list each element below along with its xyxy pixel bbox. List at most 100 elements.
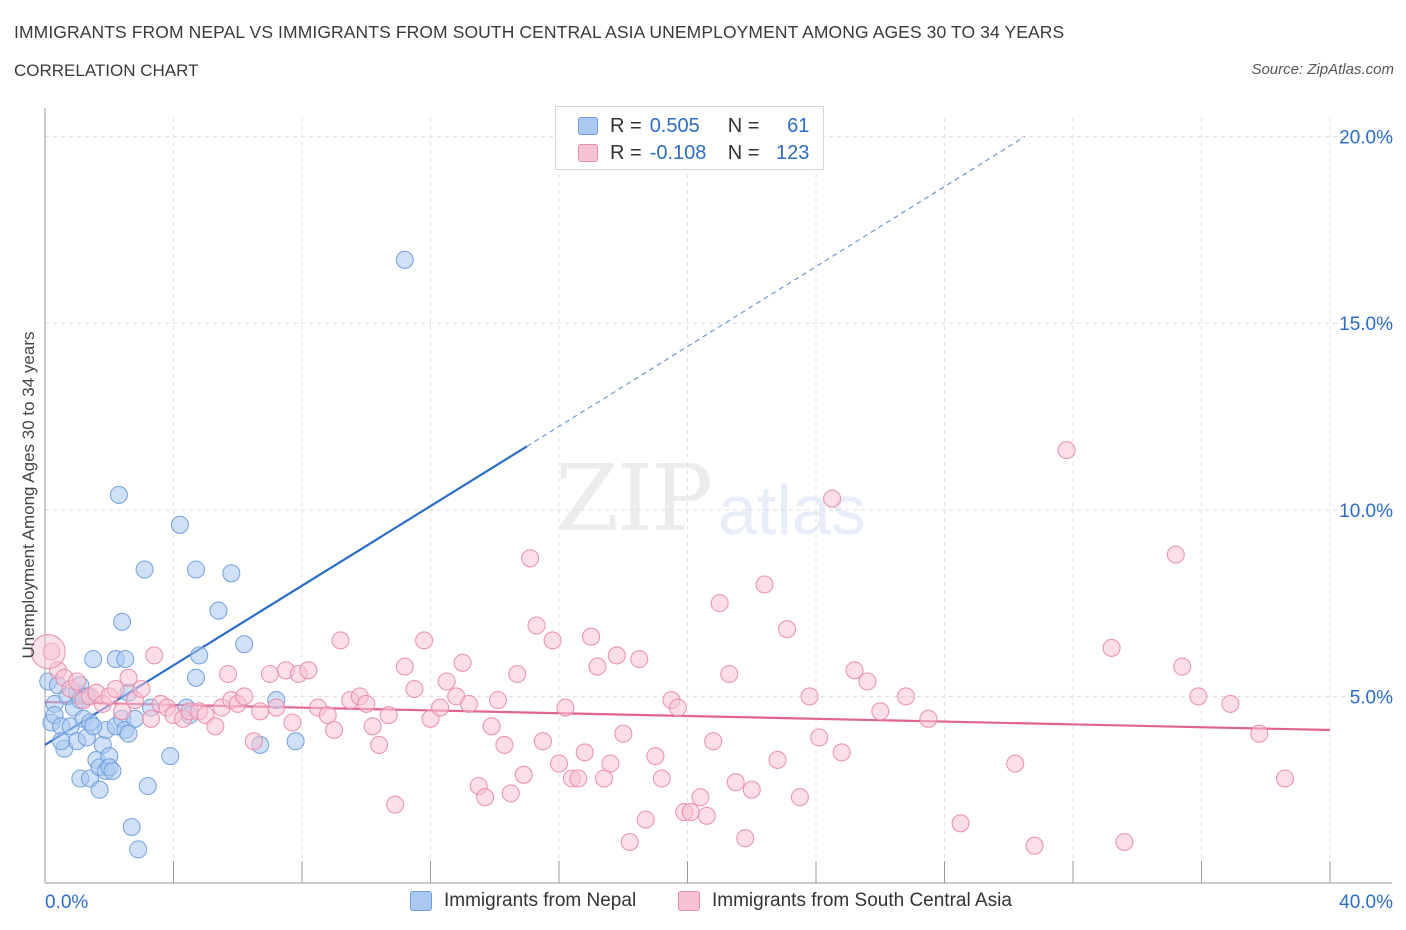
- data-point: [267, 698, 286, 717]
- data-point: [778, 620, 797, 639]
- data-point: [630, 650, 649, 669]
- legend-swatch-nepal: [578, 117, 598, 135]
- legend-r-value: 0.505: [649, 114, 700, 137]
- data-point: [697, 806, 716, 825]
- data-point: [569, 769, 588, 788]
- data-point: [588, 657, 607, 676]
- data-point: [145, 646, 164, 665]
- data-point: [405, 679, 424, 699]
- data-point: [736, 829, 755, 848]
- data-point: [286, 732, 305, 751]
- data-point: [495, 735, 514, 754]
- data-point: [742, 780, 761, 799]
- data-point: [556, 698, 575, 717]
- data-point: [113, 702, 132, 721]
- data-point: [858, 672, 877, 691]
- data-point: [601, 754, 620, 773]
- data-point: [1025, 836, 1044, 855]
- y-tick-label: 10.0%: [1339, 501, 1393, 522]
- data-point: [437, 672, 456, 691]
- y-tick-label: 20.0%: [1339, 128, 1393, 149]
- data-point: [84, 650, 103, 669]
- data-point: [501, 784, 520, 803]
- data-point: [488, 691, 508, 710]
- data-point: [90, 780, 109, 799]
- data-point: [325, 720, 344, 740]
- legend-row-nepal: R = 0.505 N = 61: [578, 113, 809, 139]
- data-point: [209, 601, 228, 620]
- data-point: [549, 754, 569, 773]
- legend-row-south-central-asia: R = -0.108 N = 123: [578, 140, 809, 166]
- data-point: [116, 650, 135, 669]
- data-point: [219, 664, 238, 684]
- data-point: [768, 750, 787, 769]
- x-tick-label: 0.0%: [45, 892, 88, 913]
- data-point: [1166, 545, 1185, 564]
- data-point: [395, 657, 414, 676]
- data-point: [607, 646, 626, 665]
- data-point: [113, 612, 132, 631]
- y-axis-title: Unemployment Among Ages 30 to 34 years: [19, 332, 38, 659]
- data-point: [251, 702, 270, 721]
- data-point: [508, 664, 527, 684]
- data-point: [790, 788, 809, 807]
- data-points: [30, 250, 1295, 859]
- data-point: [1057, 441, 1076, 460]
- data-point: [161, 747, 180, 766]
- data-point: [823, 489, 842, 508]
- data-point: [395, 250, 414, 269]
- data-point: [951, 814, 970, 833]
- series-legend-item-nepal[interactable]: Immigrants from Nepal: [410, 890, 636, 912]
- data-point: [122, 817, 141, 837]
- data-point: [109, 485, 128, 504]
- data-point: [260, 664, 279, 684]
- series-legend-item-south-central-asia[interactable]: Immigrants from South Central Asia: [678, 890, 1012, 912]
- data-point: [800, 687, 819, 706]
- data-point: [755, 575, 774, 594]
- data-point: [244, 732, 263, 751]
- data-point: [370, 735, 389, 754]
- data-point: [476, 788, 495, 807]
- data-point: [668, 698, 687, 717]
- legend-swatch-south-central-asia: [578, 144, 598, 162]
- data-point: [283, 713, 302, 732]
- chart-title: IMMIGRANTS FROM NEPAL VS IMMIGRANTS FROM…: [14, 22, 1065, 42]
- data-point: [135, 560, 154, 579]
- data-point: [52, 732, 71, 751]
- data-point: [363, 717, 382, 736]
- data-point: [521, 549, 540, 568]
- y-tick-label: 5.0%: [1350, 687, 1393, 708]
- y-tick-label: 15.0%: [1339, 314, 1393, 335]
- data-point: [459, 694, 479, 713]
- data-point: [431, 698, 450, 717]
- data-point: [103, 761, 122, 781]
- data-point: [379, 706, 398, 725]
- legend-n-label: N =: [727, 114, 760, 137]
- legend-r-label: R =: [610, 141, 642, 164]
- legend-n-value: 123: [776, 141, 810, 164]
- data-point: [1173, 657, 1192, 676]
- data-point: [331, 631, 350, 650]
- data-point: [482, 717, 501, 736]
- data-point: [190, 646, 209, 665]
- grid-lines: [45, 118, 1392, 883]
- data-point: [84, 717, 103, 736]
- data-point: [1250, 724, 1269, 743]
- data-point: [527, 616, 546, 635]
- series-legend: Immigrants from Nepal Immigrants from So…: [0, 890, 1406, 916]
- data-point: [453, 653, 472, 672]
- data-point: [832, 743, 851, 762]
- series-0-points: [39, 250, 414, 859]
- data-point: [386, 795, 405, 814]
- data-point: [186, 668, 206, 687]
- data-point: [1102, 638, 1121, 657]
- trend-line-extension-series-0: [526, 136, 1026, 447]
- data-point: [235, 687, 254, 706]
- data-point: [681, 803, 700, 822]
- correlation-legend: R = 0.505 N = 61 R = -0.108 N = 123: [555, 106, 824, 170]
- data-point: [646, 747, 665, 766]
- chart-subtitle: CORRELATION CHART: [14, 61, 199, 80]
- data-point: [1275, 769, 1295, 788]
- data-point: [691, 788, 710, 807]
